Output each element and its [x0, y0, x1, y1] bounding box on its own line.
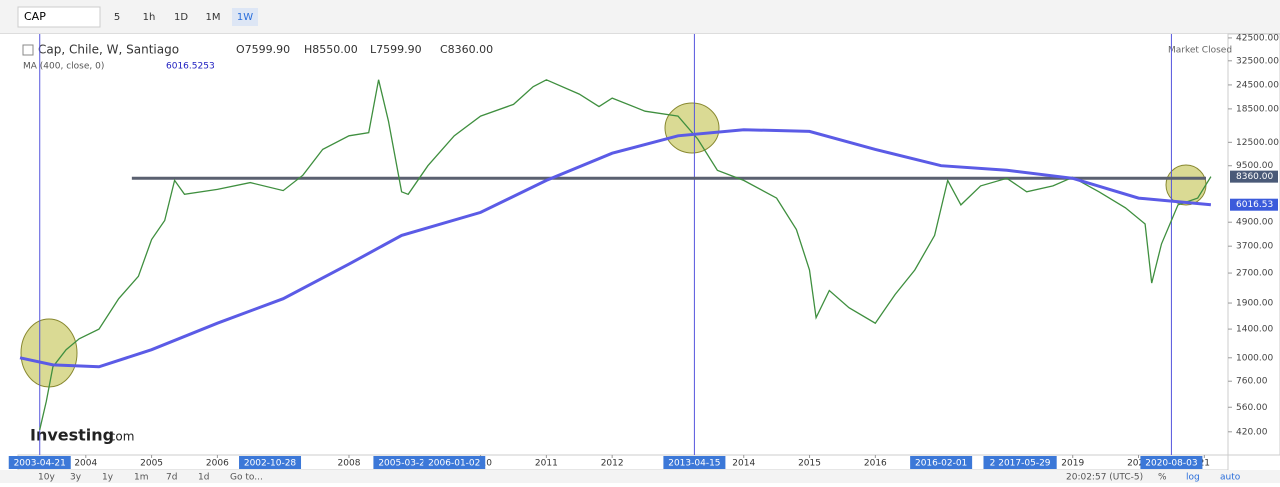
range-button[interactable]: 7d — [166, 473, 177, 483]
y-tick-label: 4900.00 — [1236, 218, 1273, 228]
clock: 20:02:57 (UTC-5) — [1066, 473, 1143, 483]
price-label-box — [1230, 198, 1278, 211]
date-label: 2003-04-21 — [14, 459, 66, 469]
date-label-box — [1140, 456, 1203, 469]
percent-toggle[interactable]: % — [1158, 473, 1167, 483]
y-tick-label: 42500.00 — [1236, 33, 1279, 43]
y-tick-label: 9500.00 — [1236, 161, 1273, 171]
highlight — [664, 102, 720, 154]
legend-open: O7599.90 — [236, 43, 290, 56]
date-label-box — [663, 456, 726, 469]
x-tick-label: 2005 — [140, 459, 163, 469]
interval-button[interactable]: 1M — [206, 12, 221, 23]
interval-button[interactable]: 1D — [174, 12, 188, 23]
highlight — [1165, 164, 1207, 206]
series-line — [19, 128, 1212, 369]
market-status: Market Closed — [1168, 46, 1232, 56]
x-tick-label: 2006 — [206, 459, 229, 469]
x-tick-label: 2014 — [732, 459, 755, 469]
collapse-box[interactable] — [22, 44, 34, 56]
interval-button[interactable]: 1h — [143, 12, 156, 23]
series-line — [39, 79, 1212, 430]
date-label: 2016-02-01 — [915, 459, 967, 469]
log-toggle[interactable]: log — [1186, 473, 1200, 483]
x-tick-label: 2016 — [864, 459, 887, 469]
date-label: 2002-10-28 — [244, 459, 297, 469]
toolbar — [0, 0, 1280, 33]
x-tick-label: 2020 — [1127, 459, 1150, 469]
date-label: 2005-03-2 — [378, 459, 425, 469]
date-label-box — [373, 456, 430, 469]
y-tick-label: 1900.00 — [1236, 299, 1273, 309]
y-tick-label: 2700.00 — [1236, 269, 1273, 279]
y-tick-label: 1400.00 — [1236, 325, 1273, 335]
y-tick-label: 1000.00 — [1236, 353, 1273, 363]
brand: Investing — [30, 426, 114, 445]
ma-value: 6016.5253 — [166, 62, 215, 72]
y-tick-label: 24500.00 — [1236, 80, 1279, 90]
x-tick-label: 2012 — [601, 459, 624, 469]
interval-active — [232, 8, 258, 26]
range-button[interactable]: 1m — [134, 473, 149, 483]
highlight — [20, 318, 78, 388]
brand-suffix: .com — [105, 430, 134, 444]
x-tick-label: 2008 — [338, 459, 361, 469]
footer — [0, 470, 1280, 483]
legend-close: C8360.00 — [440, 43, 493, 56]
legend-name: Cap, Chile, W, Santiago — [38, 43, 179, 57]
y-tick-label: 560.00 — [1236, 403, 1268, 413]
price-label: 6016.53 — [1236, 200, 1273, 210]
range-button[interactable]: 1y — [102, 473, 114, 483]
legend-low: L7599.90 — [370, 43, 422, 56]
y-tick-label: 420.00 — [1236, 427, 1268, 437]
date-label: 2 2017-05-29 — [990, 459, 1051, 469]
interval-button[interactable]: 1W — [237, 12, 253, 23]
x-tick-label: 21 — [1199, 459, 1210, 469]
range-button[interactable]: 3y — [70, 473, 82, 483]
range-button[interactable]: 10y — [38, 473, 55, 483]
price-axis — [1227, 33, 1280, 456]
date-label-box — [8, 456, 71, 469]
price-label: 8360.00 — [1236, 172, 1273, 182]
date-label-box — [423, 456, 486, 469]
range-button[interactable]: 1d — [198, 473, 209, 483]
divider — [0, 33, 1280, 34]
date-label-box — [239, 456, 302, 469]
symbol-input[interactable] — [17, 6, 101, 28]
auto-toggle[interactable]: auto — [1220, 473, 1241, 483]
x-tick-label: 2019 — [1061, 459, 1084, 469]
y-tick-label: 12500.00 — [1236, 138, 1279, 148]
x-tick-label: 2011 — [535, 459, 558, 469]
date-label-box — [983, 456, 1057, 469]
y-tick-label: 3700.00 — [1236, 242, 1273, 252]
interval-button[interactable]: 5 — [114, 12, 120, 23]
goto-button[interactable]: Go to... — [230, 473, 263, 483]
date-label: 2006-01-02 — [428, 459, 480, 469]
date-label-box — [910, 456, 973, 469]
x-tick-label: 2004 — [74, 459, 97, 469]
symbol: CAP — [24, 10, 46, 23]
ma-label: MA (400, close, 0) — [23, 62, 104, 72]
y-tick-label: 760.00 — [1236, 377, 1268, 387]
y-tick-label: 32500.00 — [1236, 56, 1279, 66]
legend-high: H8550.00 — [304, 43, 358, 56]
date-label: 2013-04-15 — [668, 459, 720, 469]
y-tick-label: 18500.00 — [1236, 104, 1279, 114]
price-label-box — [1230, 170, 1278, 183]
date-label: 2020-08-03 — [1145, 459, 1197, 469]
x-tick-label: 2015 — [798, 459, 821, 469]
